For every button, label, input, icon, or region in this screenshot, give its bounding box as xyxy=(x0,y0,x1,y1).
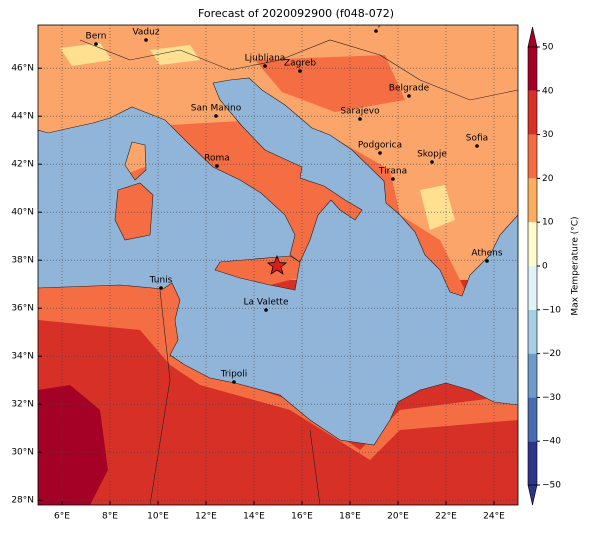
lat-tick-label: 38°N xyxy=(11,256,34,266)
lat-tick-label: 40°N xyxy=(11,208,34,218)
lon-tick-label: 22°E xyxy=(435,512,457,522)
colorbar-tick-label: −50 xyxy=(542,481,561,491)
city-dot xyxy=(378,151,382,155)
colorbar-tick-label: −40 xyxy=(542,437,561,447)
colorbar-tick-label: −10 xyxy=(542,305,561,315)
colorbar-segment xyxy=(528,47,537,91)
city-dot xyxy=(159,286,163,290)
lon-tick-label: 14°E xyxy=(243,512,265,522)
city-dot xyxy=(215,164,219,168)
city-label: La Valette xyxy=(244,298,289,308)
colorbar-tick-label: −20 xyxy=(542,349,561,359)
colorbar-tick-label: 0 xyxy=(542,262,548,272)
colorbar-segment xyxy=(528,397,537,442)
city-label: Tripoli xyxy=(220,370,248,380)
city-label: Tunis xyxy=(149,276,173,286)
city-dot xyxy=(475,144,479,148)
colorbar-tick-label: 20 xyxy=(542,174,554,184)
lat-tick-label: 44°N xyxy=(11,112,34,122)
city-label: Bern xyxy=(86,32,107,42)
city-dot xyxy=(430,160,434,164)
city-dot xyxy=(214,114,218,118)
city-dot xyxy=(358,117,362,121)
lon-tick-label: 24°E xyxy=(483,512,505,522)
colorbar-extend-bottom xyxy=(527,484,538,506)
colorbar-segment xyxy=(528,309,537,354)
city-label: Roma xyxy=(204,154,230,164)
colorbar-tick-label: 30 xyxy=(542,130,554,140)
lat-tick-label: 36°N xyxy=(11,304,34,314)
lon-tick-label: 6°E xyxy=(54,512,70,522)
city-dot xyxy=(94,42,98,46)
city-dot xyxy=(144,38,148,42)
city-label: Athens xyxy=(471,249,502,259)
colorbar-tick-label: 40 xyxy=(542,86,554,96)
lon-tick-label: 8°E xyxy=(102,512,118,522)
city-label: Belgrade xyxy=(389,84,430,94)
lon-tick-label: 16°E xyxy=(291,512,313,522)
city-label: Vaduz xyxy=(132,28,159,38)
lon-tick-label: 10°E xyxy=(147,512,169,522)
city-dot xyxy=(485,259,489,263)
colorbar-segment xyxy=(528,441,537,485)
colorbar-tick-label: 50 xyxy=(542,43,554,53)
colorbar-segment xyxy=(528,134,537,179)
colorbar-segment xyxy=(528,353,537,398)
lat-tick-label: 30°N xyxy=(11,448,34,458)
city-dot xyxy=(374,29,378,33)
colorbar-extend-top xyxy=(527,26,538,48)
lat-tick-label: 42°N xyxy=(11,160,34,170)
colorbar-segment xyxy=(528,266,537,310)
lat-tick-label: 34°N xyxy=(11,352,34,362)
lon-tick-label: 18°E xyxy=(339,512,361,522)
map-title: Forecast of 2020092900 (f048-072) xyxy=(198,7,394,20)
colorbar-tick-label: 10 xyxy=(542,218,554,228)
map-frame xyxy=(37,24,519,506)
city-dot xyxy=(391,177,395,181)
colorbar-label: Max Temperature (°C) xyxy=(571,216,581,315)
colorbar-segment xyxy=(528,178,537,223)
colorbar-segment xyxy=(528,90,537,135)
city-label: Zagreb xyxy=(284,59,316,69)
city-dot xyxy=(263,64,267,68)
city-label: Tirana xyxy=(378,167,407,177)
colorbar-tick-label: −30 xyxy=(542,393,561,403)
city-label: Sofia xyxy=(466,134,488,144)
lat-tick-label: 28°N xyxy=(11,496,34,506)
colorbar: −50 −40 −30 −20 −10 0 10 20 30 40 50 Max Temperatur… xyxy=(527,26,581,506)
star-marker xyxy=(266,254,288,275)
city-label: Ljubljana xyxy=(245,54,286,64)
colorbar-segment xyxy=(528,222,537,266)
lat-tick-label: 46°N xyxy=(11,64,34,74)
city-dot xyxy=(232,380,236,384)
city-label: Sarajevo xyxy=(340,107,380,117)
city-label: Budapest xyxy=(355,19,398,29)
lon-tick-label: 20°E xyxy=(387,512,409,522)
city-dot xyxy=(298,69,302,73)
city-label: San Marino xyxy=(191,104,242,114)
lon-tick-label: 12°E xyxy=(195,512,217,522)
graticule xyxy=(38,25,518,505)
city-label: Podgorica xyxy=(358,141,402,151)
city-dot xyxy=(264,308,268,312)
city-dot xyxy=(407,94,411,98)
lat-tick-label: 32°N xyxy=(11,400,34,410)
city-label: Skopje xyxy=(417,150,447,160)
